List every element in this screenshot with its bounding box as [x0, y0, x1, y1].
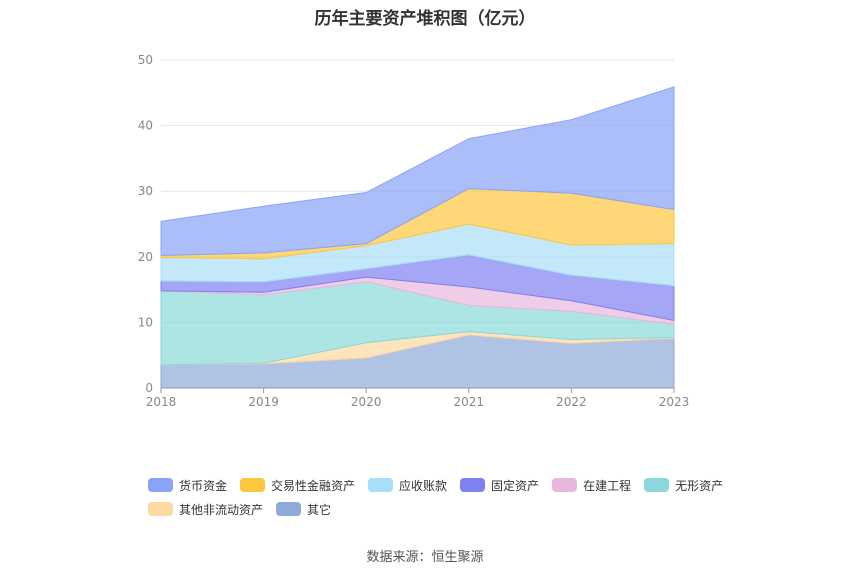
area-series — [160, 86, 675, 389]
legend-item[interactable]: 应收账款 — [368, 477, 447, 494]
legend-label: 无形资产 — [675, 478, 724, 493]
y-tick-label: 30 — [138, 184, 153, 198]
legend-item[interactable]: 交易性金融资产 — [240, 477, 355, 494]
chart-plot: 0 10 20 30 40 50 2018 2019 2020 2021 2022 2023 — [138, 53, 690, 409]
x-tick-label: 2023 — [659, 395, 690, 409]
legend-swatch — [148, 502, 173, 516]
legend-swatch — [552, 478, 578, 492]
x-axis-labels: 2018 2019 2020 2021 2022 2023 — [146, 395, 690, 409]
legend-item[interactable]: 货币资金 — [148, 477, 227, 494]
x-axis — [160, 387, 675, 393]
y-tick-label: 20 — [138, 250, 153, 264]
legend-swatch — [368, 478, 394, 492]
legend-item[interactable]: 其他非流动资产 — [148, 501, 263, 518]
y-tick-label: 0 — [145, 381, 153, 395]
legend-label: 在建工程 — [583, 478, 632, 493]
legend-swatch — [644, 478, 670, 492]
legend-swatch — [276, 502, 302, 516]
legend-label: 其它 — [307, 502, 332, 517]
y-tick-label: 40 — [138, 119, 153, 133]
x-tick-label: 2022 — [556, 395, 587, 409]
y-tick-label: 50 — [138, 53, 153, 67]
legend-swatch — [240, 478, 266, 492]
legend-row: 其他非流动资产 其它 — [148, 497, 748, 521]
legend-label: 交易性金融资产 — [271, 478, 356, 493]
chart-title: 历年主要资产堆积图（亿元） — [314, 9, 536, 29]
y-tick-label: 10 — [138, 315, 153, 329]
legend-item[interactable]: 无形资产 — [644, 477, 723, 494]
legend-item[interactable]: 固定资产 — [460, 477, 539, 494]
legend-label: 应收账款 — [399, 478, 448, 493]
x-tick-label: 2019 — [248, 395, 279, 409]
legend-row: 货币资金 交易性金融资产 应收账款 固定资产 在建工程 无形资产 — [148, 473, 748, 497]
legend-swatch — [148, 478, 173, 492]
legend-swatch — [460, 478, 486, 492]
legend: 货币资金 交易性金融资产 应收账款 固定资产 在建工程 无形资产其他非流动资产 其它 — [148, 473, 748, 521]
source-note: 数据来源：恒生聚源 — [366, 550, 484, 565]
legend-label: 货币资金 — [179, 478, 228, 493]
x-tick-label: 2020 — [351, 395, 382, 409]
x-tick-label: 2018 — [146, 395, 177, 409]
legend-label: 固定资产 — [491, 478, 540, 493]
x-tick-label: 2021 — [454, 395, 485, 409]
legend-label: 其他非流动资产 — [179, 502, 264, 517]
area-货币资金 — [160, 86, 675, 257]
legend-item[interactable]: 其它 — [276, 501, 331, 518]
y-axis: 0 10 20 30 40 50 — [138, 53, 153, 395]
legend-item[interactable]: 在建工程 — [552, 477, 631, 494]
